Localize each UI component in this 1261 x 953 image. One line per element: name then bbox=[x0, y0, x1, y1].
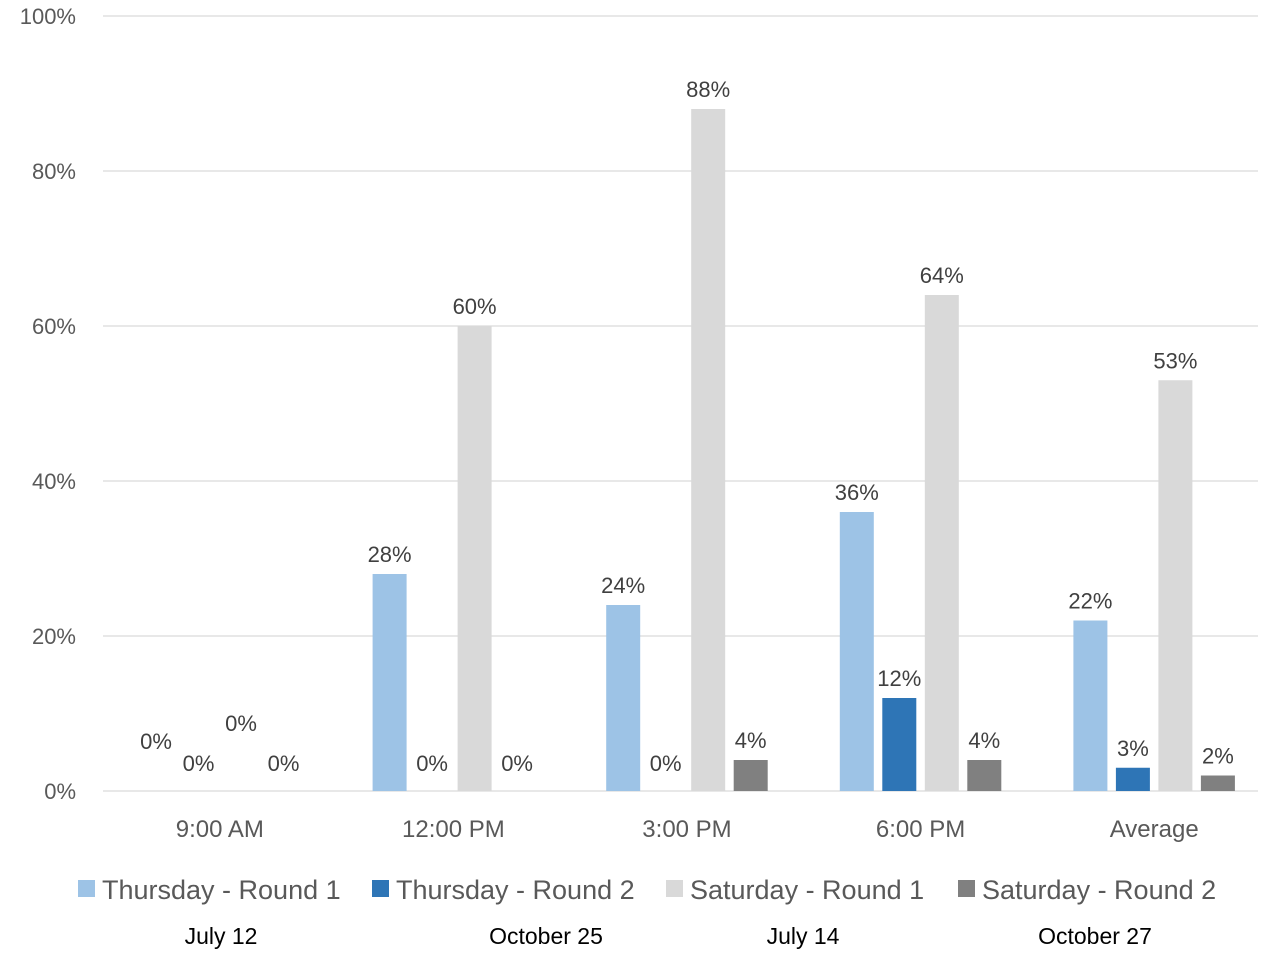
bar bbox=[457, 326, 492, 791]
data-label: 0% bbox=[140, 729, 172, 754]
bar bbox=[882, 698, 917, 791]
bar bbox=[1200, 775, 1235, 791]
legend-swatch bbox=[372, 880, 389, 897]
bar bbox=[691, 109, 726, 791]
bar bbox=[1115, 767, 1150, 791]
data-label: 36% bbox=[835, 480, 879, 505]
legend-entry: Saturday - Round 1 bbox=[690, 875, 924, 905]
x-tick-label: 3:00 PM bbox=[642, 816, 731, 843]
y-axis-ticks: 0% 20% 40% 60% 80% 100% bbox=[20, 4, 76, 804]
data-label: 22% bbox=[1068, 589, 1112, 614]
legend-entry: Thursday - Round 2 bbox=[396, 875, 635, 905]
y-tick-label: 60% bbox=[32, 314, 76, 339]
bar bbox=[733, 760, 768, 791]
bar bbox=[839, 512, 874, 791]
legend-entry: Saturday - Round 2 bbox=[982, 875, 1216, 905]
bar bbox=[1158, 380, 1193, 791]
date-label: July 14 bbox=[767, 923, 840, 949]
x-tick-label: 9:00 AM bbox=[176, 816, 264, 843]
gridlines bbox=[103, 15, 1258, 792]
legend: Thursday - Round 1 Thursday - Round 2 Satu… bbox=[78, 875, 1216, 905]
bar bbox=[1073, 620, 1108, 791]
data-label: 0% bbox=[183, 751, 215, 776]
y-tick-label: 20% bbox=[32, 624, 76, 649]
x-tick-label: 6:00 PM bbox=[876, 816, 965, 843]
legend-swatch bbox=[666, 880, 683, 897]
date-labels: July 12 October 25 July 14 October 27 bbox=[185, 923, 1152, 949]
data-labels: 0% 0% 0% 0% 28% 0% 60% 0% 24% 0% 88% 4% 36% 12% 64% 4% 2… bbox=[140, 77, 1234, 776]
x-tick-label: 12:00 PM bbox=[402, 816, 505, 843]
data-label: 4% bbox=[968, 728, 1000, 753]
data-label: 64% bbox=[920, 263, 964, 288]
date-label: October 25 bbox=[489, 923, 603, 949]
bar bbox=[372, 574, 407, 791]
data-label: 0% bbox=[416, 751, 448, 776]
y-tick-label: 40% bbox=[32, 469, 76, 494]
bars bbox=[372, 109, 1235, 791]
legend-swatch bbox=[958, 880, 975, 897]
data-label: 0% bbox=[501, 751, 533, 776]
data-label: 3% bbox=[1117, 736, 1149, 761]
data-label: 0% bbox=[650, 751, 682, 776]
x-tick-label: Average bbox=[1110, 816, 1199, 843]
data-label: 88% bbox=[686, 77, 730, 102]
data-label: 0% bbox=[268, 751, 300, 776]
data-label: 24% bbox=[601, 573, 645, 598]
bar bbox=[924, 295, 959, 791]
legend-entry: Thursday - Round 1 bbox=[102, 875, 341, 905]
date-label: October 27 bbox=[1038, 923, 1152, 949]
data-label: 2% bbox=[1202, 744, 1234, 769]
data-label: 0% bbox=[225, 711, 257, 736]
data-label: 12% bbox=[877, 666, 921, 691]
date-label: July 12 bbox=[185, 923, 258, 949]
data-label: 53% bbox=[1153, 348, 1197, 373]
data-label: 60% bbox=[453, 294, 497, 319]
bar bbox=[967, 760, 1002, 791]
y-tick-label: 80% bbox=[32, 159, 76, 184]
data-label: 4% bbox=[735, 728, 767, 753]
y-tick-label: 100% bbox=[20, 4, 76, 29]
x-axis-ticks: 9:00 AM 12:00 PM 3:00 PM 6:00 PM Average bbox=[176, 816, 1199, 843]
bar bbox=[606, 605, 641, 791]
data-label: 28% bbox=[368, 542, 412, 567]
legend-swatch bbox=[78, 880, 95, 897]
y-tick-label: 0% bbox=[44, 779, 76, 804]
